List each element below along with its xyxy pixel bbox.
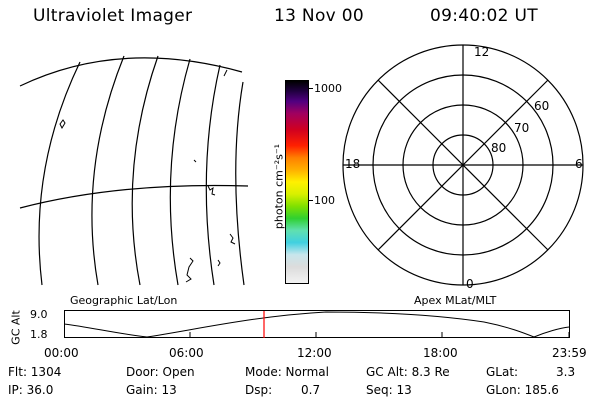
- gain-value: Gain: 13: [126, 383, 177, 397]
- coastline: [217, 259, 221, 267]
- longitude-line: [169, 58, 191, 286]
- polar-diagonal: [377, 79, 549, 251]
- geographic-map: [19, 55, 249, 286]
- latitude-line: [19, 184, 249, 209]
- altitude-ytick-9: 9.0: [30, 308, 48, 321]
- time-label: 09:40:02 UT: [430, 6, 538, 26]
- x-tick-0000: 00:00: [44, 346, 79, 360]
- longitude-line: [205, 64, 221, 286]
- glat-value: 3.3: [556, 365, 576, 379]
- colorbar-tick: [308, 88, 313, 89]
- coastline: [207, 185, 216, 196]
- longitude-line: [91, 55, 125, 286]
- x-tick-0600: 06:00: [169, 346, 204, 360]
- instrument-title: Ultraviolet Imager: [33, 6, 193, 26]
- altitude-plot: [64, 310, 570, 338]
- dsp-value: 0.7: [301, 383, 321, 397]
- longitude-line: [38, 61, 81, 286]
- mlt-label-6: 6: [575, 157, 583, 171]
- altitude-ylabel: GC Alt: [9, 310, 23, 345]
- gc-altitude: GC Alt: 8.3 Re: [366, 365, 450, 379]
- glat-label: GLat:: [486, 365, 519, 379]
- coastline: [223, 69, 228, 77]
- door-status: Door: Open: [126, 365, 195, 379]
- flight-number: Flt: 1304: [8, 365, 62, 379]
- mode-value: Mode: Normal: [245, 365, 329, 379]
- coastline: [185, 257, 194, 283]
- coastline: [193, 159, 197, 163]
- glon-value: GLon: 185.6: [486, 383, 559, 397]
- lat-label-60: 60: [534, 99, 549, 113]
- geographic-label: Geographic Lat/Lon: [70, 294, 178, 307]
- mlt-label-12: 12: [474, 45, 489, 59]
- x-tick-1800: 18:00: [423, 346, 458, 360]
- x-tick-2359: 23:59: [552, 346, 587, 360]
- lat-label-70: 70: [514, 121, 529, 135]
- latitude-line: [19, 57, 243, 87]
- lat-label-80: 80: [491, 141, 506, 155]
- apex-label: Apex MLat/MLT: [414, 294, 497, 307]
- sequence-value: Seq: 13: [366, 383, 412, 397]
- color-scale-bar: [285, 80, 309, 284]
- date-label: 13 Nov 00: [274, 6, 364, 26]
- mlt-label-18: 18: [345, 157, 360, 171]
- x-tick-1200: 12:00: [297, 346, 332, 360]
- longitude-line: [131, 55, 159, 286]
- colorbar-tick: [308, 200, 313, 201]
- colorbar-tick-100: 100: [314, 194, 335, 207]
- altitude-ytick-1-8: 1.8: [30, 328, 48, 341]
- longitude-line: [235, 81, 245, 286]
- altitude-curve: [64, 311, 570, 338]
- coastline: [59, 119, 66, 130]
- colorbar-tick-1000: 1000: [314, 82, 342, 95]
- colorbar-unit-label: photon cm⁻²s⁻¹: [272, 143, 286, 230]
- coastline: [229, 233, 236, 245]
- dsp-label: Dsp:: [245, 383, 273, 397]
- mlt-label-0: 0: [466, 277, 474, 291]
- ip-value: IP: 36.0: [8, 383, 54, 397]
- polar-plot: 12 0 18 6 60 70 80: [342, 44, 584, 291]
